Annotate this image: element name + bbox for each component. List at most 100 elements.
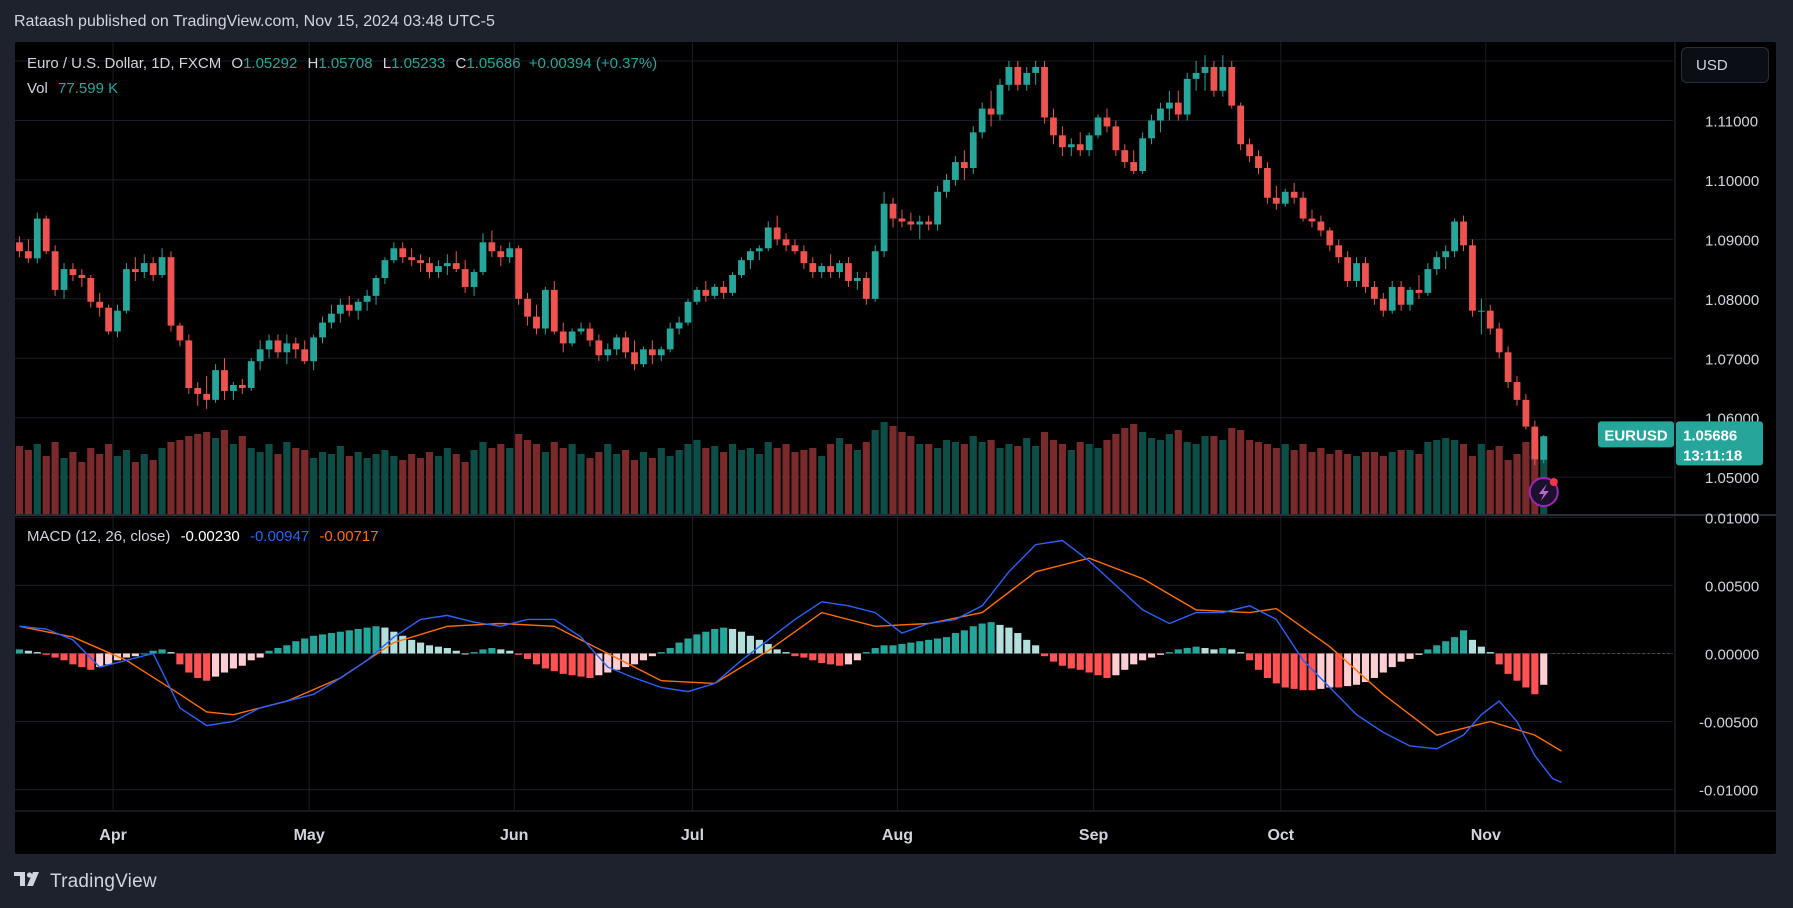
candle bbox=[853, 272, 861, 290]
volume-bar bbox=[1290, 450, 1298, 514]
candle-body bbox=[381, 260, 389, 278]
price-tick-label: 1.09000 bbox=[1705, 232, 1759, 249]
candle bbox=[78, 269, 86, 287]
symbol-title[interactable]: Euro / U.S. Dollar, 1D, FXCM bbox=[27, 55, 222, 72]
candle-body bbox=[773, 227, 781, 240]
macd-histogram-bar bbox=[78, 653, 86, 668]
candle bbox=[1112, 120, 1120, 157]
candle-body bbox=[853, 278, 861, 281]
candle-body bbox=[301, 349, 309, 362]
candle-body bbox=[693, 289, 701, 302]
vol-label[interactable]: Vol bbox=[27, 80, 48, 97]
macd-histogram-bar bbox=[238, 653, 246, 666]
candle-body bbox=[559, 331, 567, 344]
macd-histogram-bar bbox=[1246, 653, 1254, 661]
chart-canvas[interactable]: 1.120001.110001.100001.090001.080001.070… bbox=[15, 42, 1776, 854]
candle bbox=[221, 358, 228, 400]
candle-body bbox=[488, 242, 496, 252]
candle bbox=[666, 322, 674, 353]
candle-body bbox=[764, 227, 772, 249]
candle-body bbox=[1272, 197, 1280, 204]
macd-histogram-bar bbox=[265, 650, 273, 654]
volume-bar bbox=[390, 456, 398, 514]
candle-body bbox=[952, 162, 959, 180]
candle bbox=[283, 334, 291, 365]
candle-body bbox=[1005, 66, 1013, 85]
candle bbox=[194, 382, 202, 406]
candle bbox=[1183, 72, 1191, 121]
candle-body bbox=[470, 272, 478, 287]
brand[interactable]: TradingView bbox=[14, 870, 157, 893]
volume-bar bbox=[292, 448, 300, 514]
time-tick-label: Jun bbox=[500, 827, 528, 844]
candle-body bbox=[960, 162, 968, 169]
candle-body bbox=[310, 337, 318, 362]
macd-histogram-bar bbox=[1094, 653, 1102, 676]
candle-body bbox=[586, 328, 594, 341]
candle-body bbox=[443, 263, 451, 267]
chart-frame[interactable]: 1.120001.110001.100001.090001.080001.070… bbox=[15, 42, 1776, 854]
volume-bar bbox=[176, 440, 184, 514]
candle bbox=[1210, 61, 1218, 97]
candle bbox=[114, 304, 121, 338]
candle-body bbox=[1201, 66, 1209, 73]
candle-body bbox=[1326, 230, 1334, 246]
candle-body bbox=[1469, 245, 1476, 311]
candle bbox=[1326, 227, 1334, 252]
macd-histogram-bar bbox=[853, 653, 861, 661]
macd-histogram-bar bbox=[1112, 653, 1120, 676]
candle-body bbox=[96, 301, 104, 308]
candle-body bbox=[1174, 102, 1182, 115]
macd-histogram-bar bbox=[1263, 653, 1271, 678]
candle-body bbox=[1317, 221, 1325, 231]
volume-bar bbox=[256, 452, 264, 514]
macd-hist-value: -0.00230 bbox=[180, 528, 240, 545]
macd-title[interactable]: MACD (12, 26, close) bbox=[27, 528, 171, 545]
macd-histogram-bar bbox=[1442, 641, 1450, 654]
currency-button[interactable]: USD bbox=[1681, 47, 1769, 83]
candle bbox=[131, 257, 139, 281]
macd-histogram-bar bbox=[559, 653, 567, 674]
volume-bar bbox=[675, 450, 683, 514]
macd-histogram-bar bbox=[880, 645, 888, 654]
volume-bar bbox=[853, 450, 861, 514]
candle-body bbox=[390, 248, 398, 261]
candle bbox=[541, 286, 549, 335]
candle-body bbox=[319, 322, 326, 338]
candle-body bbox=[1540, 436, 1548, 460]
candle-body bbox=[515, 248, 523, 299]
macd-histogram-bar bbox=[666, 648, 674, 654]
volume-bar bbox=[1379, 456, 1387, 514]
macd-histogram-bar bbox=[862, 652, 870, 654]
volume-bar bbox=[1308, 452, 1316, 514]
volume-bar bbox=[372, 454, 380, 514]
low-label: L bbox=[382, 55, 392, 72]
time-tick-label: Oct bbox=[1267, 827, 1294, 844]
volume-bar bbox=[327, 454, 336, 514]
volume-bar bbox=[185, 436, 193, 514]
macd-histogram-bar bbox=[1201, 648, 1209, 654]
candle-body bbox=[1281, 191, 1289, 204]
macd-histogram-bar bbox=[470, 652, 478, 654]
candle-body bbox=[33, 218, 41, 259]
candle-body bbox=[969, 132, 977, 169]
price-tick-label: 1.08000 bbox=[1705, 292, 1759, 309]
candle-body bbox=[711, 286, 719, 296]
candle-body bbox=[666, 328, 674, 350]
volume-bar bbox=[1040, 432, 1049, 514]
volume-bar bbox=[791, 452, 799, 514]
candle bbox=[1424, 263, 1432, 296]
volume-bar bbox=[1174, 430, 1182, 514]
volume-bar bbox=[78, 462, 86, 514]
macd-histogram-bar bbox=[889, 645, 897, 654]
volume-bar bbox=[497, 444, 505, 514]
macd-legend: MACD (12, 26, close) -0.00230 -0.00947 -… bbox=[27, 528, 379, 545]
macd-histogram-bar bbox=[274, 648, 282, 654]
candle-body bbox=[1183, 78, 1191, 115]
candle-body bbox=[1504, 352, 1512, 383]
candle bbox=[1103, 108, 1111, 133]
volume-bar bbox=[1147, 438, 1156, 514]
candle bbox=[693, 286, 701, 305]
volume-bar bbox=[1540, 436, 1548, 514]
candle-body bbox=[131, 269, 139, 273]
